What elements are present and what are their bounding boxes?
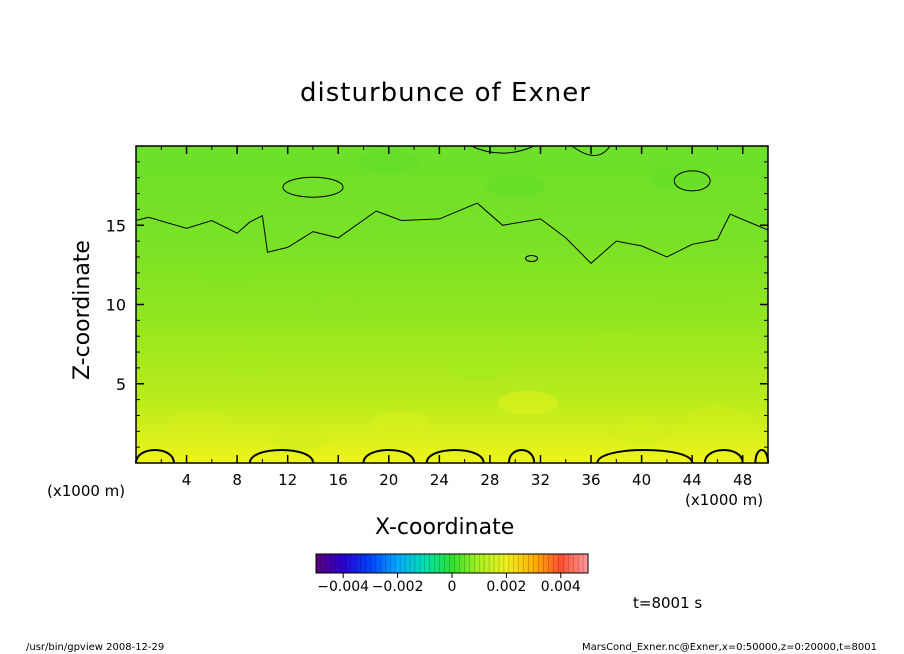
colorbar-tick-label: −0.002 [372, 579, 424, 595]
y-axis-ticks: 5 10 15 [106, 161, 768, 448]
colorbar-ticks: −0.004 −0.002 0 0.002 0.004 [317, 573, 581, 595]
zero-contour-upper [135, 202, 769, 264]
field-blob [219, 348, 280, 372]
contour-loop [525, 255, 539, 262]
zero-contour-surface [362, 448, 416, 464]
field-blob [447, 355, 508, 380]
field-blob [687, 406, 748, 431]
zero-contour-surface [248, 448, 314, 464]
zero-contour-surface [507, 448, 536, 464]
x-tick-label: 36 [581, 471, 600, 489]
contour-loop [282, 176, 344, 198]
field-blob [270, 427, 331, 452]
y-tick-label: 5 [116, 375, 126, 394]
x-tick-label: 40 [632, 471, 651, 489]
field-blob [194, 260, 255, 285]
field-blob [358, 149, 419, 174]
x-axis-ticks: 4 8 12 16 20 24 28 32 36 40 44 48 [160, 146, 752, 489]
field-blob [662, 284, 723, 309]
contour-loop [470, 145, 535, 154]
colorbar-tick-label: 0.004 [541, 579, 581, 595]
zero-contour-surface [596, 448, 694, 464]
field-blob [308, 300, 369, 325]
y-tick-label: 10 [106, 296, 126, 315]
zero-contour-surface [703, 449, 744, 464]
x-tick-label: 20 [379, 471, 398, 489]
colorbar-stripes [320, 554, 584, 573]
zero-contour-surface [135, 449, 175, 464]
y-axis-label: Z-coordinate [70, 240, 95, 380]
colorbar-tick-label: 0.002 [486, 579, 526, 595]
chart-title: disturbunce of Exner [300, 78, 591, 108]
time-label: t=8001 s [633, 594, 703, 612]
x-tick-label: 24 [430, 471, 449, 489]
x-tick-label: 12 [278, 471, 297, 489]
x-unit-right: (x1000 m) [685, 491, 764, 509]
x-tick-label: 4 [182, 471, 192, 489]
x-tick-label: 44 [683, 471, 702, 489]
contour-lines [135, 145, 769, 464]
contour-loop [673, 170, 711, 192]
footer-left: /usr/bin/gpview 2008-12-29 [26, 642, 165, 653]
field-blob [586, 332, 647, 357]
colorbar-tick-label: −0.004 [317, 579, 369, 595]
field-blob [169, 411, 230, 436]
field-blob [497, 390, 558, 415]
field-texture [169, 149, 748, 452]
field-blob [649, 165, 710, 190]
x-unit-left: (x1000 m) [47, 482, 126, 500]
x-tick-label: 32 [531, 471, 550, 489]
field-blob [371, 411, 432, 436]
x-tick-label: 8 [232, 471, 242, 489]
colorbar-tick-label: 0 [448, 579, 457, 595]
footer-right: MarsCond_Exner.nc@Exner,x=0:50000,z=0:20… [582, 642, 877, 653]
x-axis-label: X-coordinate [375, 515, 515, 540]
heatmap-field [136, 146, 768, 463]
x-tick-label: 28 [480, 471, 499, 489]
y-tick-label: 15 [106, 216, 126, 235]
contour-loop [571, 145, 611, 157]
field-blob [611, 419, 672, 444]
x-tick-label: 16 [329, 471, 348, 489]
x-tick-label: 48 [733, 471, 752, 489]
colorbar [316, 554, 588, 573]
zero-contour-surface [425, 448, 485, 464]
field-blob [485, 173, 546, 198]
